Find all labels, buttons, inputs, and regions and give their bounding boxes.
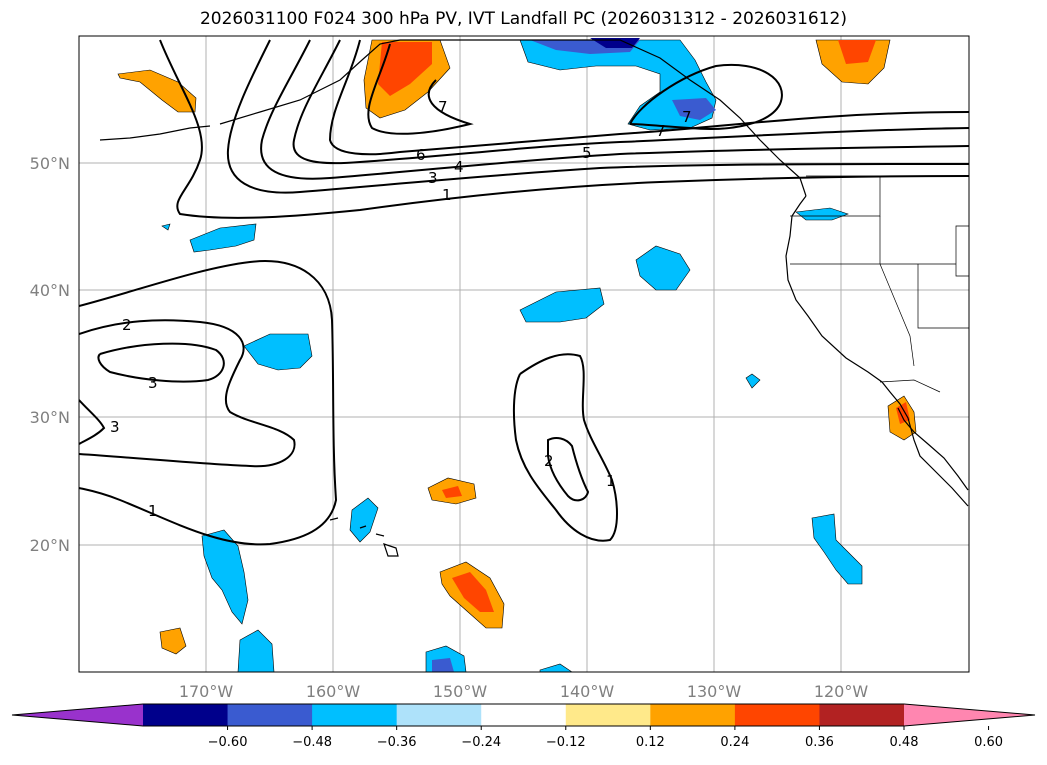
colorbar-outline — [11, 703, 1036, 727]
lat-tick-label: 30°N — [30, 408, 70, 427]
contour-2-west — [79, 319, 296, 468]
border-state-5 — [879, 263, 915, 367]
border-state-4 — [917, 264, 969, 329]
anomaly-blob-17-core — [896, 402, 910, 424]
contour-label: 3 — [148, 374, 158, 392]
contour-label: 4 — [454, 158, 464, 176]
colorbar-segment — [312, 704, 398, 726]
anomaly-blob-9 — [201, 529, 249, 625]
colorbar-tick-label: 0.24 — [720, 735, 749, 750]
contour-7-north — [367, 43, 474, 135]
colorbar-segment — [227, 704, 313, 726]
colorbar-extend-high — [904, 704, 1035, 726]
colorbar-tick-label: 0.48 — [890, 735, 919, 750]
lon-tick-label: 160°W — [306, 682, 361, 701]
contour-1-west — [79, 260, 338, 546]
colorbar-tick-label: −0.60 — [208, 735, 248, 750]
contour-6-north — [292, 39, 969, 165]
contour-2-center — [547, 437, 590, 502]
coastline-alaska — [219, 39, 807, 197]
island-hawaii — [329, 517, 399, 557]
lat-tick-label: 20°N — [30, 536, 70, 555]
coastline-na-west — [785, 195, 969, 507]
contour-label: 2 — [544, 452, 554, 470]
colorbar-segment — [650, 704, 736, 726]
colorbar-tick-label: −0.24 — [461, 735, 501, 750]
contour-1-center — [512, 353, 618, 542]
anomaly-blob-n1-core — [378, 42, 432, 96]
filled-contours — [117, 38, 917, 672]
contour-label: 1 — [606, 472, 616, 490]
contour-5-north — [328, 39, 969, 156]
contour-7-gulf — [629, 63, 783, 130]
lon-tick-label: 130°W — [687, 682, 742, 701]
contour-label: 1 — [442, 186, 452, 204]
figure-title: 2026031100 F024 300 hPa PV, IVT Landfall… — [199, 9, 847, 29]
colorbar-tick-label: −0.12 — [546, 735, 586, 750]
anomaly-blob-8 — [349, 497, 379, 543]
contour-label: 1 — [148, 502, 158, 520]
colorbar-segment — [819, 704, 905, 726]
colorbar-segment — [143, 704, 229, 726]
lat-tick-labels: 50°N 40°N 30°N 20°N — [30, 154, 70, 555]
lon-tick-label: 150°W — [433, 682, 488, 701]
anomaly-blob-11-core — [432, 658, 454, 672]
contour-label: 3 — [110, 418, 120, 436]
contour-label: 6 — [416, 146, 426, 164]
contour-labels: 7 6 3 4 1 5 7 7 2 3 3 1 2 1 — [110, 98, 692, 520]
contour-label: 7 — [656, 122, 666, 140]
border-us-mexico — [879, 379, 941, 393]
anomaly-blob-3 — [243, 333, 313, 371]
colorbar-segment — [565, 704, 651, 726]
contour-label: 7 — [438, 98, 448, 116]
anomaly-blob-10 — [237, 629, 275, 672]
anomaly-blob-12 — [539, 663, 573, 672]
anomaly-blob-gulf-inner — [672, 98, 716, 120]
anomaly-blob-1 — [189, 223, 257, 253]
colorbar-tick-label: 0.12 — [636, 735, 665, 750]
colorbar-tick-label: 0.36 — [805, 735, 834, 750]
contour-label: 7 — [682, 108, 692, 126]
colorbar-segment — [481, 704, 567, 726]
anomaly-blob-6 — [795, 207, 849, 221]
contour-label: 5 — [582, 144, 592, 162]
lat-tick-label: 40°N — [30, 281, 70, 300]
colorbar-tick-label: −0.36 — [377, 735, 417, 750]
colorbar-tick-label: 0.60 — [974, 735, 1003, 750]
lon-tick-label: 120°W — [814, 682, 869, 701]
lat-tick-label: 50°N — [30, 154, 70, 173]
anomaly-blob-2 — [161, 223, 171, 231]
anomaly-blob-13 — [811, 513, 863, 585]
anomaly-blob-14-core — [442, 486, 462, 498]
colorbar: −0.60 −0.48 −0.36 −0.24 −0.12 0.12 0.24 0.36 0.4… — [11, 703, 1036, 750]
lon-tick-label: 170°W — [179, 682, 234, 701]
border-state-6 — [955, 225, 969, 277]
anomaly-blob-5 — [635, 245, 691, 291]
coastline-baja — [897, 407, 969, 491]
anomaly-blob-7 — [745, 373, 761, 389]
contour-3-west — [97, 342, 225, 383]
colorbar-extend-low — [12, 704, 143, 726]
colorbar-tick-label: −0.48 — [292, 735, 332, 750]
contour-1-north — [159, 39, 969, 219]
plot-border — [78, 35, 970, 673]
contour-3-north — [226, 39, 969, 194]
contour-label: 2 — [122, 316, 132, 334]
contour-3-west-b — [79, 399, 106, 445]
anomaly-blob-nw — [117, 69, 197, 113]
anomaly-blob-ne-core — [838, 40, 876, 64]
lon-tick-labels: 170°W 160°W 150°W 140°W 130°W 120°W — [179, 682, 869, 701]
coastlines — [99, 39, 969, 557]
anomaly-blob-4 — [519, 287, 605, 323]
colorbar-segment — [734, 704, 820, 726]
coastline-aleutians — [99, 125, 211, 141]
colorbar-segment — [396, 704, 482, 726]
anomaly-blob-15-core — [452, 572, 494, 612]
contour-4-north — [260, 39, 969, 180]
contour-label: 3 — [428, 169, 438, 187]
anomaly-blob-16 — [159, 627, 187, 655]
contour-lines — [79, 39, 969, 546]
lon-tick-label: 140°W — [560, 682, 615, 701]
